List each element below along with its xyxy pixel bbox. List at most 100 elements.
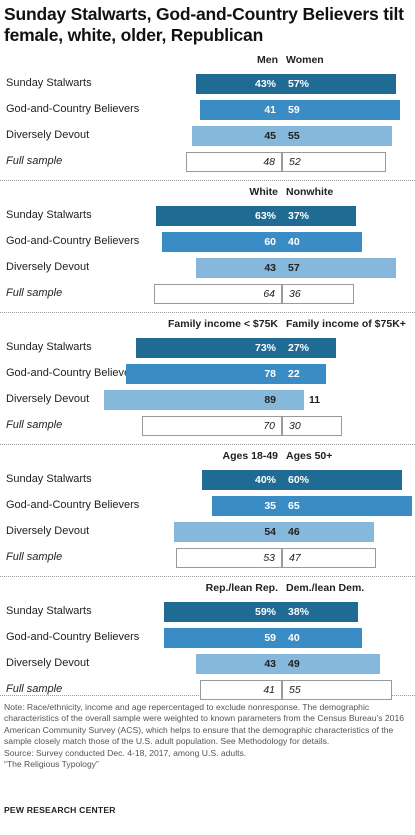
- left-column-header: Family income < $75K: [168, 318, 278, 330]
- left-column-header: White: [249, 186, 278, 198]
- bar-value-label: 41: [264, 100, 276, 120]
- source-text: Source: Survey conducted Dec. 4-18, 2017…: [4, 748, 409, 759]
- bar-left: 54: [174, 522, 282, 542]
- bar-value-label: 49: [288, 654, 300, 674]
- right-column-header: Dem./lean Dem.: [286, 582, 364, 594]
- right-column-header: Family income of $75K+: [286, 318, 406, 330]
- category-label: Full sample: [6, 419, 62, 431]
- bar-value-label: 30: [289, 417, 301, 435]
- bar-left: 48: [186, 152, 282, 172]
- chart-notes: Note: Race/ethnicity, income and age rep…: [4, 702, 409, 770]
- panel-divider: [0, 576, 415, 577]
- bar-value-label: 40: [288, 628, 300, 648]
- bar-left: 45: [192, 126, 282, 146]
- left-column-header: Men: [257, 54, 278, 66]
- category-label: Full sample: [6, 287, 62, 299]
- bar-value-label: 43: [264, 258, 276, 278]
- bar-right: 36: [282, 284, 354, 304]
- bar-left: 41: [200, 680, 282, 700]
- report-title-text: “The Religious Typology”: [4, 759, 409, 770]
- right-column-header: Women: [286, 54, 324, 66]
- bar-value-label: 65: [288, 496, 300, 516]
- panel-divider: [0, 180, 415, 181]
- bar-value-label: 47: [289, 549, 301, 567]
- bar-value-label: 57: [288, 258, 300, 278]
- bar-right: 52: [282, 152, 386, 172]
- category-label: God-and-Country Believers: [6, 499, 139, 511]
- category-label: Sunday Stalwarts: [6, 209, 92, 221]
- bar-right: 27%: [282, 338, 336, 358]
- category-label: Diversely Devout: [6, 657, 89, 669]
- note-text: Note: Race/ethnicity, income and age rep…: [4, 702, 409, 748]
- bar-right: 49: [282, 654, 380, 674]
- category-label: God-and-Country Believers: [6, 367, 139, 379]
- bar-left: 70: [142, 416, 282, 436]
- bar-value-label: 57%: [288, 74, 309, 94]
- category-label: Full sample: [6, 551, 62, 563]
- bar-right: 30: [282, 416, 342, 436]
- bar-value-label: 36: [289, 285, 301, 303]
- bar-value-label: 63%: [255, 206, 276, 226]
- bar-value-label: 70: [263, 417, 275, 435]
- bar-right: 57%: [282, 74, 396, 94]
- bar-value-label: 45: [264, 126, 276, 146]
- bar-left: 60: [162, 232, 282, 252]
- bar-value-label: 22: [288, 364, 300, 384]
- bar-value-label: 54: [264, 522, 276, 542]
- bar-value-label: 38%: [288, 602, 309, 622]
- bar-value-label: 35: [264, 496, 276, 516]
- bar-right: 37%: [282, 206, 356, 226]
- bar-value-label: 37%: [288, 206, 309, 226]
- bar-value-label: 11: [309, 390, 320, 410]
- bar-left: 35: [212, 496, 282, 516]
- bar-value-label: 60: [264, 232, 276, 252]
- bar-value-label: 78: [264, 364, 276, 384]
- bar-value-label: 59: [264, 628, 276, 648]
- bar-right: 60%: [282, 470, 402, 490]
- bar-right: 59: [282, 100, 400, 120]
- bar-left: 41: [200, 100, 282, 120]
- bar-value-label: 41: [263, 681, 275, 699]
- bar-value-label: 73%: [255, 338, 276, 358]
- category-label: Sunday Stalwarts: [6, 77, 92, 89]
- bar-value-label: 40%: [255, 470, 276, 490]
- left-column-header: Rep./lean Rep.: [206, 582, 278, 594]
- bar-value-label: 55: [288, 126, 300, 146]
- bar-left: 59%: [164, 602, 282, 622]
- bar-right: [282, 390, 304, 410]
- bar-value-label: 55: [289, 681, 301, 699]
- bar-value-label: 59%: [255, 602, 276, 622]
- bar-left: 89: [104, 390, 282, 410]
- category-label: Diversely Devout: [6, 129, 89, 141]
- bar-value-label: 43: [264, 654, 276, 674]
- bar-value-label: 64: [263, 285, 275, 303]
- bar-right: 38%: [282, 602, 358, 622]
- category-label: God-and-Country Believers: [6, 631, 139, 643]
- category-label: Sunday Stalwarts: [6, 341, 92, 353]
- pew-research-center-brand: PEW RESEARCH CENTER: [4, 805, 116, 815]
- bar-right: 57: [282, 258, 396, 278]
- bar-left: 78: [126, 364, 282, 384]
- bar-left: 73%: [136, 338, 282, 358]
- bar-right: 40: [282, 628, 362, 648]
- bar-left: 43: [196, 654, 282, 674]
- bar-left: 59: [164, 628, 282, 648]
- bar-right: 55: [282, 680, 392, 700]
- bar-value-label: 48: [263, 153, 275, 171]
- panel-divider: [0, 444, 415, 445]
- bar-left: 43: [196, 258, 282, 278]
- bar-left: 63%: [156, 206, 282, 226]
- bar-left: 64: [154, 284, 282, 304]
- category-label: Sunday Stalwarts: [6, 473, 92, 485]
- category-label: God-and-Country Believers: [6, 103, 139, 115]
- bar-value-label: 43%: [255, 74, 276, 94]
- left-column-header: Ages 18-49: [223, 450, 278, 462]
- bar-value-label: 53: [263, 549, 275, 567]
- right-column-header: Nonwhite: [286, 186, 333, 198]
- panel-divider: [0, 312, 415, 313]
- bar-left: 40%: [202, 470, 282, 490]
- category-label: Sunday Stalwarts: [6, 605, 92, 617]
- bar-right: 55: [282, 126, 392, 146]
- bar-value-label: 27%: [288, 338, 309, 358]
- bar-right: 22: [282, 364, 326, 384]
